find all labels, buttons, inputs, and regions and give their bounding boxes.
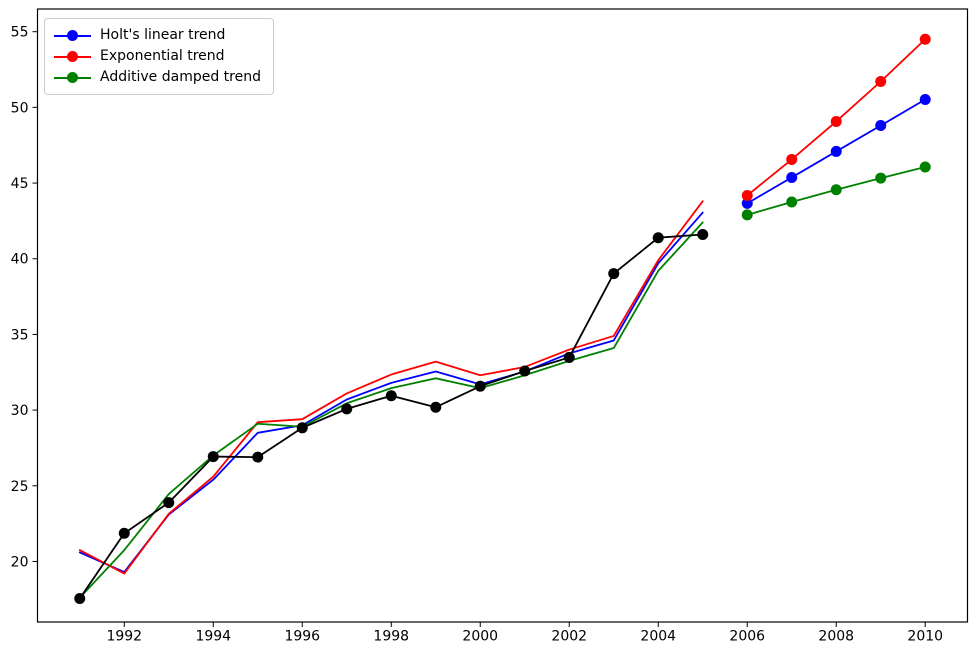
legend-item-0: Holt's linear trend <box>54 26 261 45</box>
x-tick-label: 2010 <box>907 629 943 645</box>
observed-point <box>608 268 620 280</box>
x-tick-label: 2008 <box>818 629 854 645</box>
x-tick-label: 2004 <box>640 629 676 645</box>
y-tick-label: 25 <box>11 479 29 495</box>
x-tick-label: 1996 <box>284 629 320 645</box>
x-tick-label: 1998 <box>373 629 409 645</box>
observed-point <box>207 451 219 463</box>
exponential-forecast-point <box>919 33 931 45</box>
y-tick-label: 45 <box>11 176 29 192</box>
holt-linear-fitted-line <box>78 211 704 573</box>
exponential-fitted-line <box>78 200 704 575</box>
additive-damped-forecast-point <box>786 196 798 208</box>
holt-linear-forecast-point <box>786 171 798 183</box>
holt-linear-forecast-point <box>919 94 931 106</box>
holt-linear-forecast-point <box>830 145 842 157</box>
observed-point <box>118 527 130 539</box>
observed-point <box>474 380 486 392</box>
observed-point <box>341 403 353 415</box>
additive-damped-fitted-line <box>78 221 704 599</box>
y-tick-label: 20 <box>11 554 29 570</box>
observed-point <box>296 422 308 434</box>
exponential-forecast-point <box>786 153 798 165</box>
exponential-forecast-point <box>875 76 887 88</box>
exponential-forecast-point <box>741 189 753 201</box>
legend-item-1: Exponential trend <box>54 47 261 66</box>
additive-damped-forecast-point <box>875 172 887 184</box>
legend-line-marker-icon <box>54 72 91 84</box>
observed-point <box>519 365 531 377</box>
legend-label: Holt's linear trend <box>100 27 226 43</box>
observed-point <box>252 451 264 463</box>
observed-point <box>430 401 442 413</box>
observed-point <box>697 229 709 241</box>
plot-frame <box>36 8 969 623</box>
legend-line-marker-icon <box>54 30 91 42</box>
y-tick-label: 30 <box>11 403 29 419</box>
x-tick-label: 1992 <box>106 629 142 645</box>
observed-point <box>163 497 175 509</box>
y-tick-label: 55 <box>11 25 29 41</box>
x-tick-label: 2000 <box>462 629 498 645</box>
x-tick-label: 2006 <box>729 629 765 645</box>
y-tick-label: 50 <box>11 100 29 116</box>
additive-damped-forecast-point <box>830 184 842 196</box>
legend-line-marker-icon <box>54 51 91 63</box>
additive-damped-forecast-point <box>919 161 931 173</box>
legend-item-2: Additive damped trend <box>54 68 261 87</box>
y-tick-label: 40 <box>11 252 29 268</box>
legend-label: Additive damped trend <box>100 69 261 85</box>
x-tick-label: 2002 <box>551 629 587 645</box>
legend-label: Exponential trend <box>100 48 225 64</box>
exponential-forecast-point <box>830 115 842 127</box>
observed-point <box>385 390 397 402</box>
observed-point <box>652 232 664 244</box>
holt-linear-forecast-point <box>741 197 753 209</box>
legend: Holt's linear trend Exponential trend Addi… <box>44 18 274 95</box>
x-tick-label: 1994 <box>195 629 231 645</box>
additive-damped-forecast-point <box>741 209 753 221</box>
holt-linear-forecast-point <box>875 120 887 132</box>
y-tick-label: 35 <box>11 327 29 343</box>
observed-point <box>563 351 575 363</box>
observed-point <box>74 593 86 605</box>
